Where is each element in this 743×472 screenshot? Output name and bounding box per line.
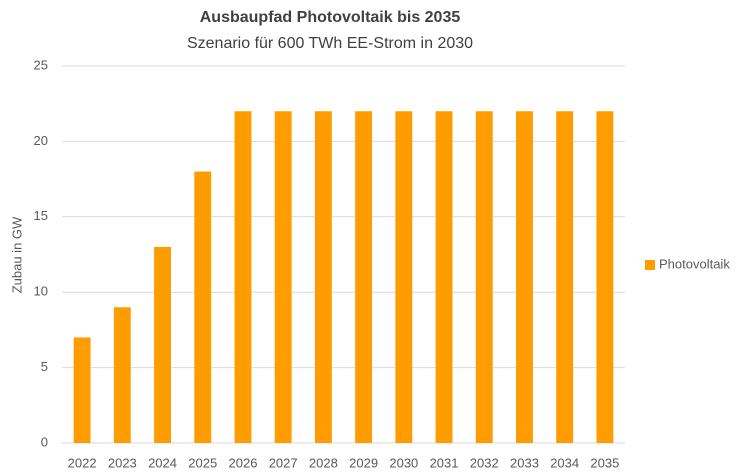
bar — [314, 111, 332, 444]
x-tick-label: 2022 — [68, 455, 97, 470]
x-tick-label: 2023 — [108, 455, 137, 470]
x-tick-label: 2031 — [430, 455, 459, 470]
y-tick-label: 20 — [34, 133, 48, 148]
bar — [516, 111, 533, 444]
chart-subtitle: Szenario für 600 TWh EE-Strom in 2030 — [187, 35, 473, 52]
bar — [234, 111, 252, 444]
y-tick-label: 15 — [34, 208, 48, 223]
y-tick-label: 10 — [34, 284, 48, 299]
bar — [395, 111, 413, 444]
bar — [274, 111, 292, 444]
x-tick-label: 2026 — [229, 455, 258, 470]
bar — [475, 111, 493, 444]
bar — [556, 111, 574, 444]
y-tick-label: 0 — [41, 434, 48, 449]
bar — [154, 246, 171, 443]
bar — [73, 337, 91, 443]
x-tick-label: 2024 — [148, 455, 177, 470]
x-tick-label: 2032 — [470, 455, 499, 470]
x-tick-label: 2034 — [550, 455, 579, 470]
x-tick-label: 2030 — [389, 455, 418, 470]
bar — [194, 171, 212, 443]
x-tick-label: 2027 — [269, 455, 298, 470]
y-tick-label: 5 — [41, 359, 48, 374]
bar — [355, 111, 373, 444]
x-tick-label: 2025 — [188, 455, 217, 470]
y-axis-label: Zubau in GW — [9, 216, 24, 293]
x-tick-label: 2028 — [309, 455, 338, 470]
x-tick-label: 2035 — [590, 455, 619, 470]
chart-title: Ausbaupfad Photovoltaik bis 2035 — [200, 9, 461, 26]
x-tick-label: 2033 — [510, 455, 539, 470]
legend-label: Photovoltaik — [659, 256, 730, 271]
bar — [596, 111, 614, 444]
bar — [435, 111, 453, 444]
y-tick-label: 25 — [34, 57, 48, 72]
x-tick-label: 2029 — [349, 455, 378, 470]
bar — [113, 307, 131, 443]
legend-swatch — [645, 260, 655, 270]
